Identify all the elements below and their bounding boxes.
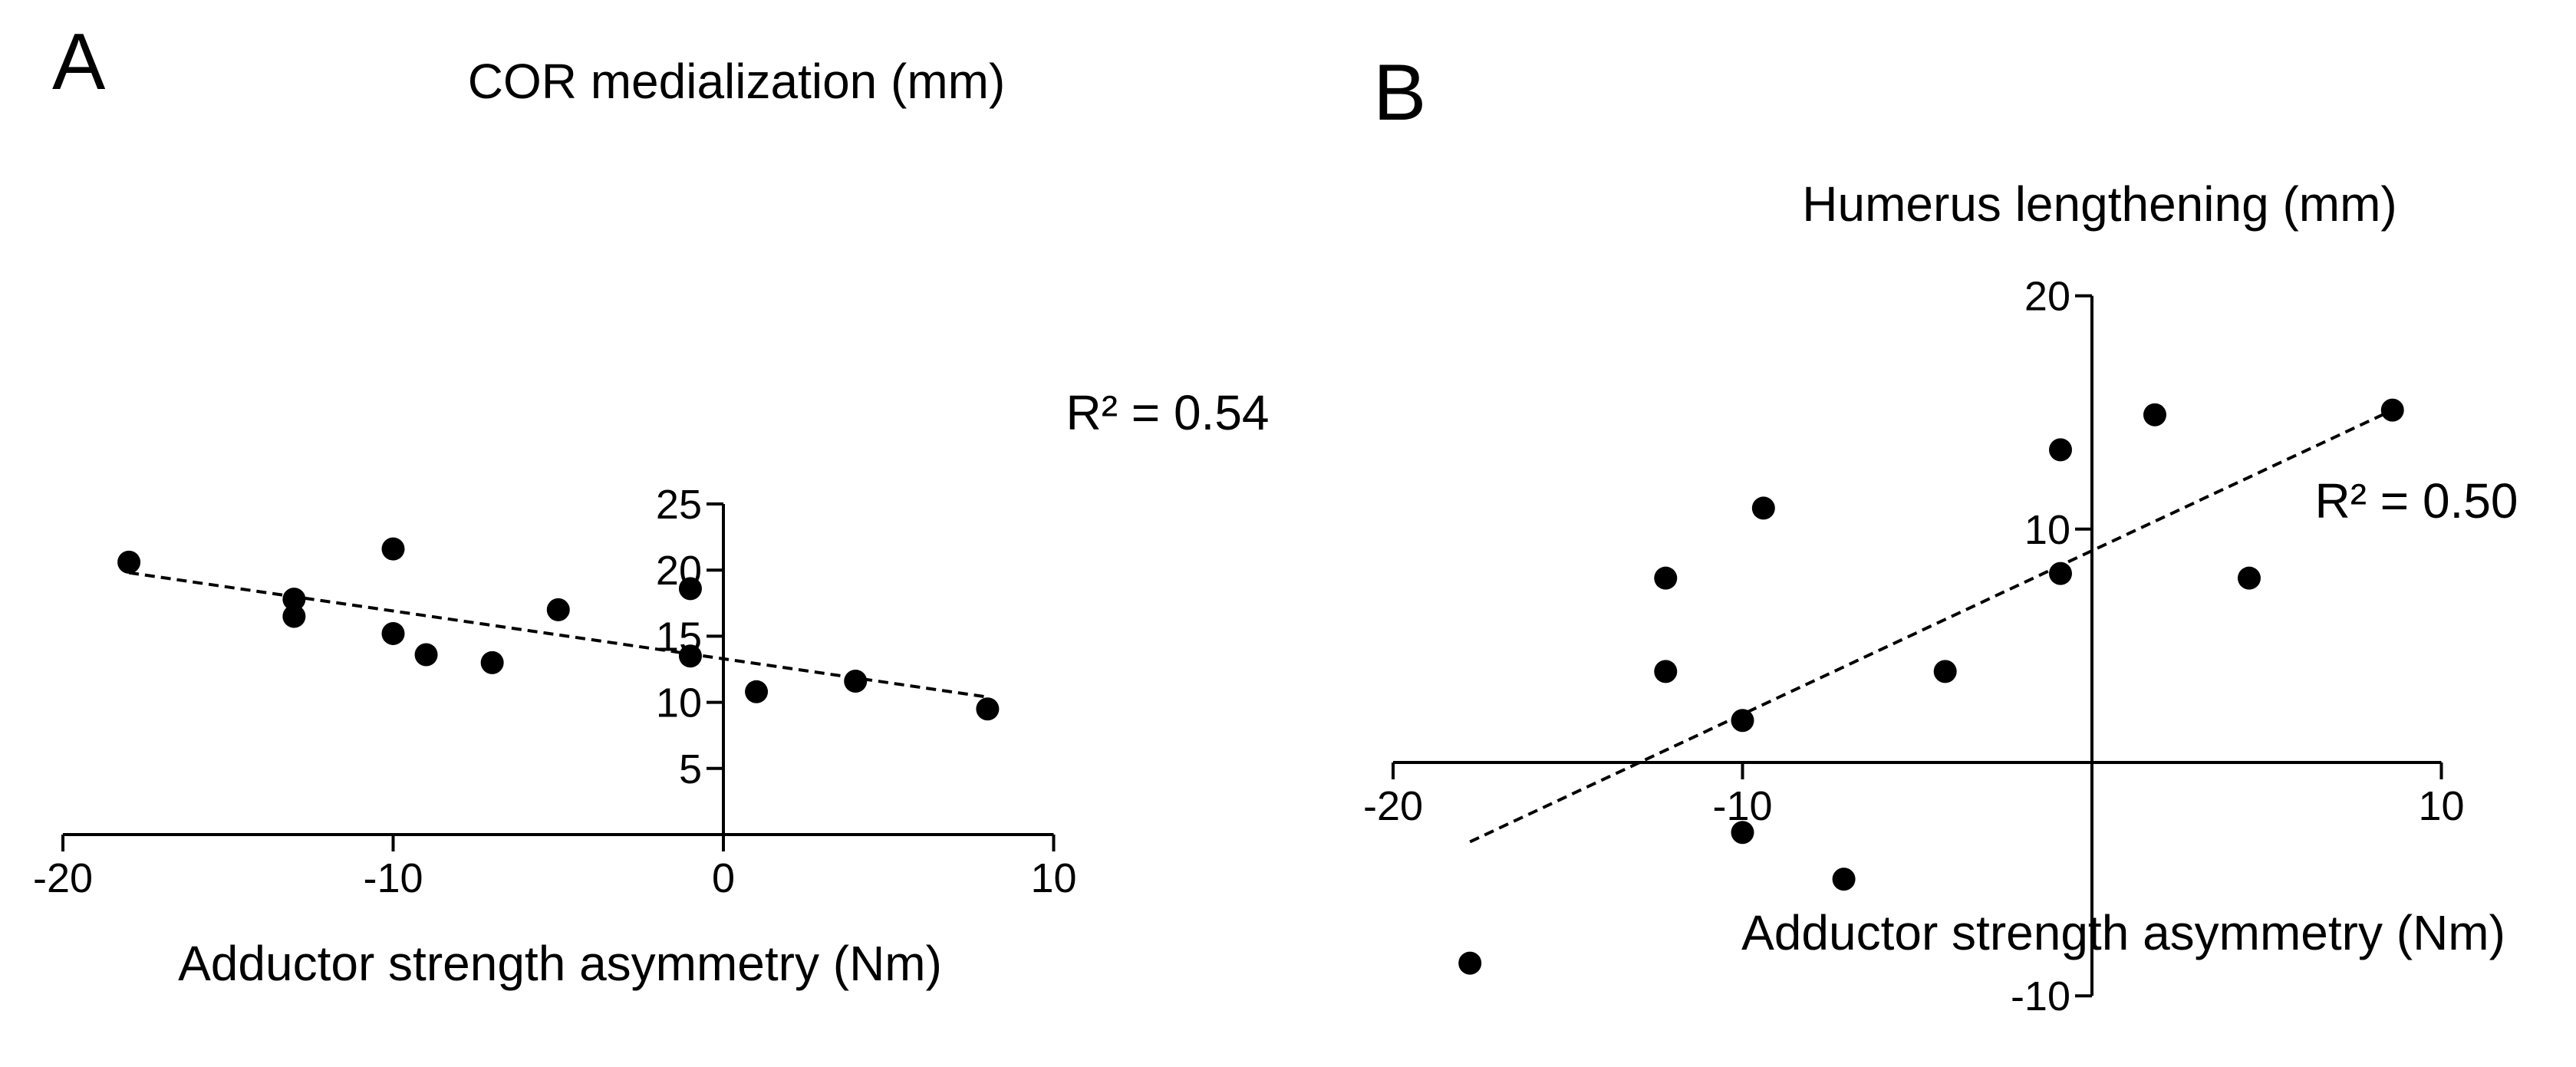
panel-a-y-tick-label: 25 [656,482,702,528]
panel-b-x-tick-label: -20 [1363,783,1423,829]
panel-a-data-point [678,577,702,601]
panel-b-data-point [2237,566,2261,590]
panel-a-data-point [282,588,306,611]
panel-a-data-point [546,598,570,621]
panel-a-y-tick-label: 10 [656,680,702,726]
panel-b-x-axis-label: Adductor strength asymmetry (Nm) [1741,905,2505,960]
panel-a-data-point [745,680,769,703]
panel-b-data-point [2049,438,2073,462]
panel-b-data-point [2143,403,2166,426]
panel-b-data-point [1458,951,1482,975]
panel-b-data-point [1731,821,1754,845]
panel-b-fit-line [1469,408,2393,844]
panel-b-y-tick-label: 10 [2024,507,2070,553]
panel-b-data-point [1933,660,1957,683]
panel-b-points [1458,398,2404,975]
panel-b: B Humerus lengthening (mm) Adductor stre… [1363,48,2518,1019]
panel-b-data-point [1654,566,1678,590]
panel-b-data-point [1654,660,1678,683]
panel-b-data-point [1731,709,1754,733]
panel-a: A COR medialization (mm) Adductor streng… [33,18,1270,991]
panel-b-fit-line-group [1469,408,2393,844]
panel-a-data-point [976,697,1000,721]
panel-a-x-tick-label: 10 [1030,855,1076,901]
panel-a-data-point [844,670,868,693]
panel-b-y-axis-label: Humerus lengthening (mm) [1802,176,2396,232]
panel-a-data-point [381,621,405,645]
panel-b-y-tick-label: -10 [2011,973,2070,1019]
panel-b-r-squared-annotation: R² = 0.50 [2314,473,2518,529]
panel-a-data-point [381,537,405,561]
panel-b-data-point [1832,868,1856,891]
panel-a-x-tick-label: -10 [363,855,423,901]
panel-b-data-point [2049,561,2073,585]
panel-b-x-tick-label: 10 [2418,783,2464,829]
panel-b-data-point [1751,496,1775,520]
panel-letter-b: B [1373,48,1426,137]
panel-a-points [117,537,1000,721]
panel-b-y-tick-label: 20 [2024,274,2070,320]
panel-a-r-squared-annotation: R² = 0.54 [1066,385,1269,440]
panel-a-x-tick-label: -20 [33,855,93,901]
panel-a-data-point [282,604,306,628]
panel-a-data-point [480,650,504,674]
panel-a-y-axis-label: COR medialization (mm) [468,54,1006,109]
panel-b-data-point [2380,398,2404,422]
panel-a-x-axis-label: Adductor strength asymmetry (Nm) [178,936,942,991]
panel-a-data-point [414,643,438,667]
panel-a-data-point [117,550,141,574]
panel-a-y-tick-label: 5 [679,746,702,792]
panel-a-x-tick-label: 0 [712,855,735,901]
panel-a-data-point [678,644,702,668]
panel-letter-a: A [52,18,106,107]
